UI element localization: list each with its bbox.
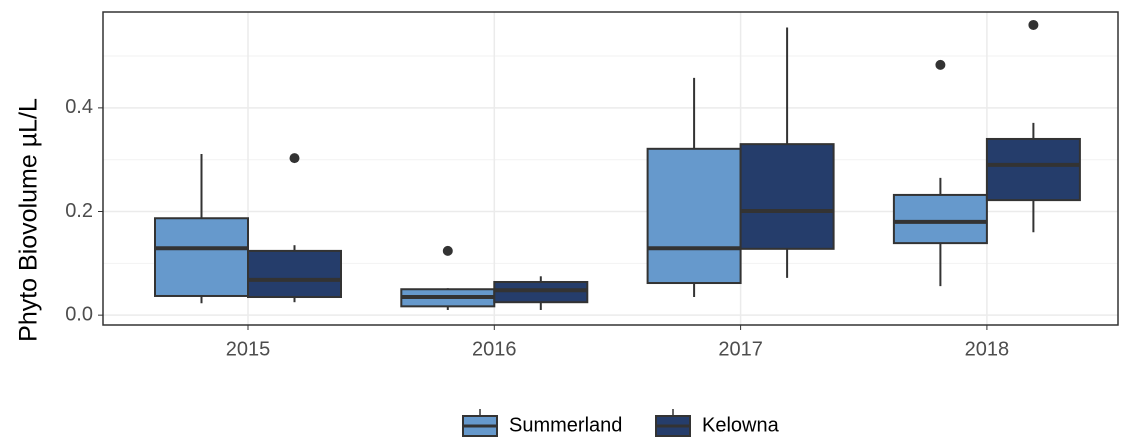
- outlier: [289, 153, 300, 164]
- legend-label: Summerland: [509, 414, 622, 436]
- outlier: [442, 245, 453, 256]
- plot-frame: [102, 11, 1119, 326]
- x-tick-label: 2017: [718, 338, 763, 360]
- y-tick-label: 0.4: [65, 96, 93, 118]
- outlier: [935, 59, 946, 70]
- legend-label: Kelowna: [702, 414, 780, 436]
- x-tick-label: 2018: [965, 338, 1010, 360]
- box: [985, 137, 1081, 202]
- x-tick-label: 2015: [226, 338, 271, 360]
- x-tick-label: 2016: [472, 338, 517, 360]
- box: [247, 249, 342, 299]
- y-tick-label: 0.0: [65, 303, 93, 325]
- outlier: [1028, 19, 1039, 30]
- box: [892, 193, 988, 245]
- box: [739, 143, 835, 250]
- y-axis-label: Phyto Biovolume µL/L: [15, 98, 43, 342]
- box: [646, 147, 742, 285]
- y-tick-label: 0.2: [65, 200, 93, 222]
- box: [154, 217, 249, 297]
